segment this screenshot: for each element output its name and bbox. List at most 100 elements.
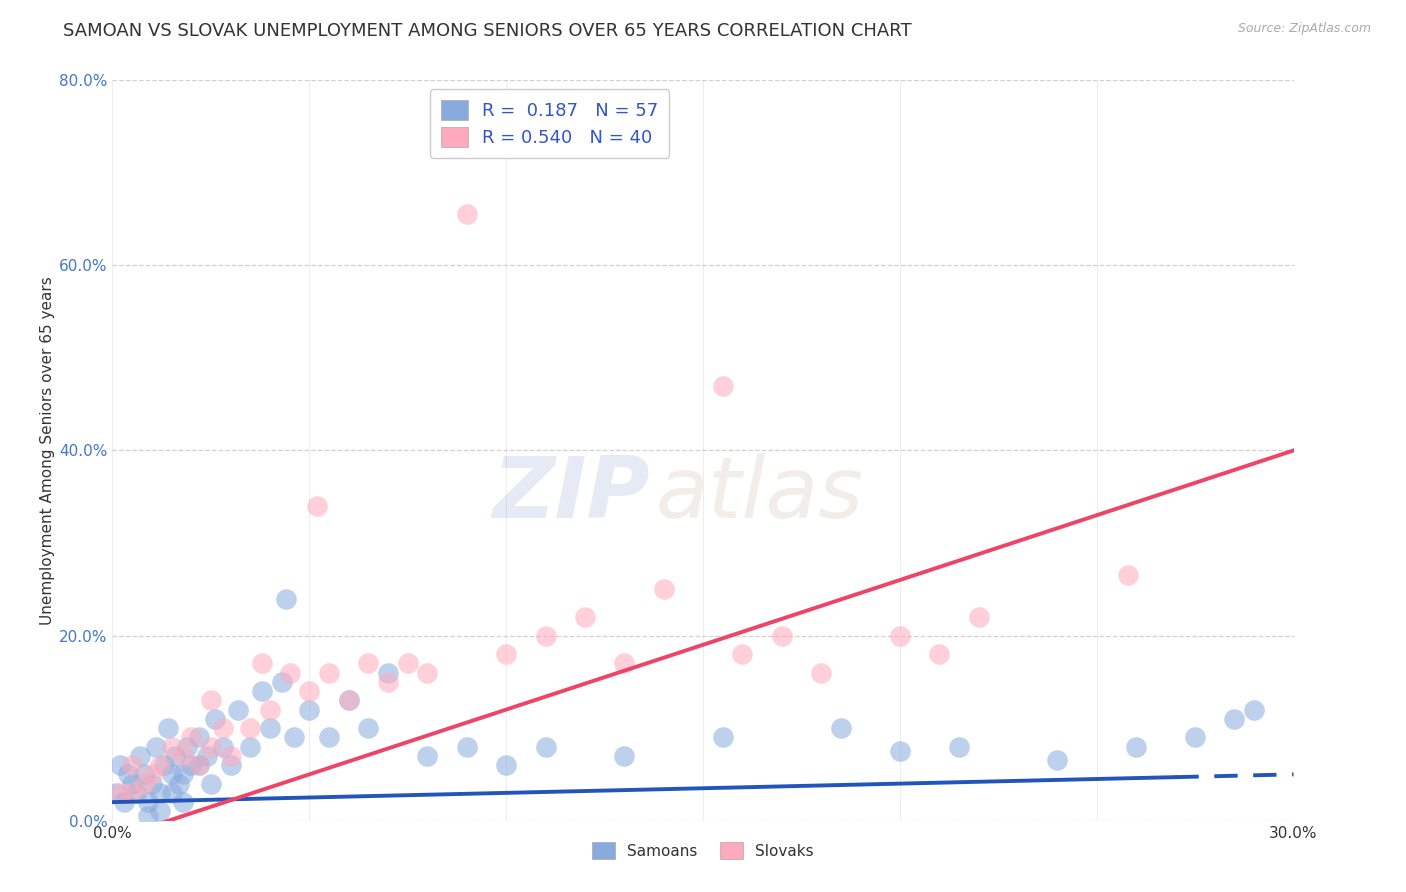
Point bbox=[259, 721, 281, 735]
Point bbox=[250, 657, 273, 671]
Point bbox=[145, 739, 167, 754]
Point bbox=[613, 657, 636, 671]
Point bbox=[105, 786, 128, 800]
Point bbox=[132, 767, 155, 781]
Point bbox=[298, 684, 321, 698]
Point bbox=[172, 795, 194, 809]
Point bbox=[278, 665, 301, 680]
Point bbox=[967, 610, 990, 624]
Point bbox=[149, 758, 172, 772]
Point bbox=[318, 665, 340, 680]
Point bbox=[211, 739, 233, 754]
Point bbox=[274, 591, 297, 606]
Point bbox=[129, 748, 152, 763]
Point bbox=[172, 748, 194, 763]
Point bbox=[169, 776, 191, 791]
Point bbox=[456, 207, 478, 221]
Point bbox=[1243, 703, 1265, 717]
Point bbox=[377, 674, 399, 689]
Point bbox=[188, 758, 211, 772]
Point bbox=[534, 628, 557, 642]
Point bbox=[711, 731, 734, 745]
Point bbox=[613, 748, 636, 763]
Point bbox=[180, 731, 202, 745]
Point bbox=[416, 665, 439, 680]
Point bbox=[110, 786, 132, 800]
Point bbox=[1223, 712, 1246, 726]
Point bbox=[1184, 731, 1206, 745]
Point bbox=[456, 739, 478, 754]
Point bbox=[495, 647, 517, 661]
Point bbox=[239, 739, 262, 754]
Point bbox=[307, 499, 329, 513]
Point bbox=[160, 767, 183, 781]
Point bbox=[495, 758, 517, 772]
Text: ZIP: ZIP bbox=[492, 453, 650, 536]
Point bbox=[1046, 754, 1069, 768]
Point bbox=[188, 731, 211, 745]
Point bbox=[141, 767, 163, 781]
Point bbox=[259, 703, 281, 717]
Point bbox=[830, 721, 852, 735]
Point bbox=[200, 739, 222, 754]
Point bbox=[337, 693, 360, 707]
Point bbox=[889, 628, 911, 642]
Point bbox=[357, 657, 380, 671]
Point bbox=[810, 665, 832, 680]
Point bbox=[180, 758, 202, 772]
Point bbox=[117, 767, 139, 781]
Point bbox=[283, 731, 305, 745]
Legend: Samoans, Slovaks: Samoans, Slovaks bbox=[586, 836, 820, 865]
Text: SAMOAN VS SLOVAK UNEMPLOYMENT AMONG SENIORS OVER 65 YEARS CORRELATION CHART: SAMOAN VS SLOVAK UNEMPLOYMENT AMONG SENI… bbox=[63, 22, 912, 40]
Point bbox=[172, 767, 194, 781]
Point bbox=[948, 739, 970, 754]
Point bbox=[396, 657, 419, 671]
Point bbox=[176, 739, 198, 754]
Point bbox=[165, 748, 187, 763]
Point bbox=[416, 748, 439, 763]
Point bbox=[298, 703, 321, 717]
Point bbox=[219, 748, 242, 763]
Point bbox=[160, 786, 183, 800]
Text: atlas: atlas bbox=[655, 453, 863, 536]
Point bbox=[121, 776, 143, 791]
Point bbox=[574, 610, 596, 624]
Point bbox=[219, 758, 242, 772]
Point bbox=[204, 712, 226, 726]
Point bbox=[731, 647, 754, 661]
Point bbox=[141, 776, 163, 791]
Point bbox=[357, 721, 380, 735]
Point bbox=[200, 693, 222, 707]
Point bbox=[200, 776, 222, 791]
Point bbox=[270, 674, 292, 689]
Point bbox=[132, 776, 155, 791]
Point bbox=[195, 748, 218, 763]
Point bbox=[250, 684, 273, 698]
Point bbox=[228, 703, 250, 717]
Point bbox=[889, 744, 911, 758]
Point bbox=[149, 786, 172, 800]
Text: Unemployment Among Seniors over 65 years: Unemployment Among Seniors over 65 years bbox=[39, 277, 55, 624]
Point bbox=[152, 758, 174, 772]
Point bbox=[136, 809, 159, 823]
Point bbox=[534, 739, 557, 754]
Point bbox=[121, 758, 143, 772]
Point bbox=[125, 786, 148, 800]
Point bbox=[136, 795, 159, 809]
Point bbox=[160, 739, 183, 754]
Point bbox=[928, 647, 950, 661]
Point bbox=[239, 721, 262, 735]
Point bbox=[149, 805, 172, 819]
Point bbox=[711, 378, 734, 392]
Point bbox=[1125, 739, 1147, 754]
Point bbox=[211, 721, 233, 735]
Point bbox=[318, 731, 340, 745]
Point bbox=[188, 758, 211, 772]
Point bbox=[112, 795, 135, 809]
Point bbox=[156, 721, 179, 735]
Point bbox=[1116, 568, 1139, 582]
Point bbox=[770, 628, 793, 642]
Text: Source: ZipAtlas.com: Source: ZipAtlas.com bbox=[1237, 22, 1371, 36]
Point bbox=[337, 693, 360, 707]
Point bbox=[652, 582, 675, 597]
